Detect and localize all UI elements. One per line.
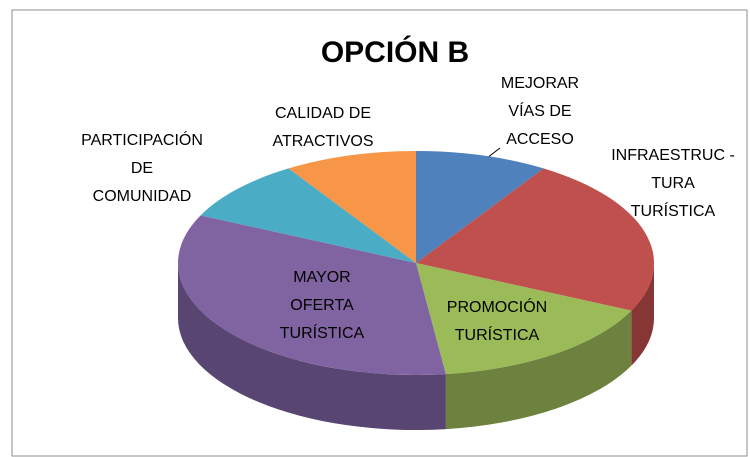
slice-label: MEJORAR VÍAS DE ACCESO <box>501 75 579 148</box>
slice-label: CALIDAD DE ATRACTIVOS <box>272 105 373 150</box>
slice-label: PROMOCIÓN TURÍSTICA <box>447 297 547 344</box>
chart-title: OPCIÓN B <box>321 35 469 69</box>
slice <box>416 168 654 311</box>
slice-label: MAYOR OFERTA TURÍSTICA <box>280 269 365 342</box>
slice-side <box>631 263 654 366</box>
slice <box>416 263 632 375</box>
side-shade <box>178 263 446 431</box>
side-shade <box>445 310 632 430</box>
slice <box>288 151 416 263</box>
slice <box>178 215 446 375</box>
slice <box>416 151 544 263</box>
slice <box>200 168 416 263</box>
slice-side <box>445 310 632 430</box>
slice-label: PARTICIPACIÓN DE COMUNIDAD <box>81 130 203 205</box>
side-shade <box>631 263 654 366</box>
slice-label: INFRAESTRUC -TURA TURÍSTICA <box>611 147 735 220</box>
leader-line <box>486 147 501 159</box>
slice-side <box>178 263 446 431</box>
